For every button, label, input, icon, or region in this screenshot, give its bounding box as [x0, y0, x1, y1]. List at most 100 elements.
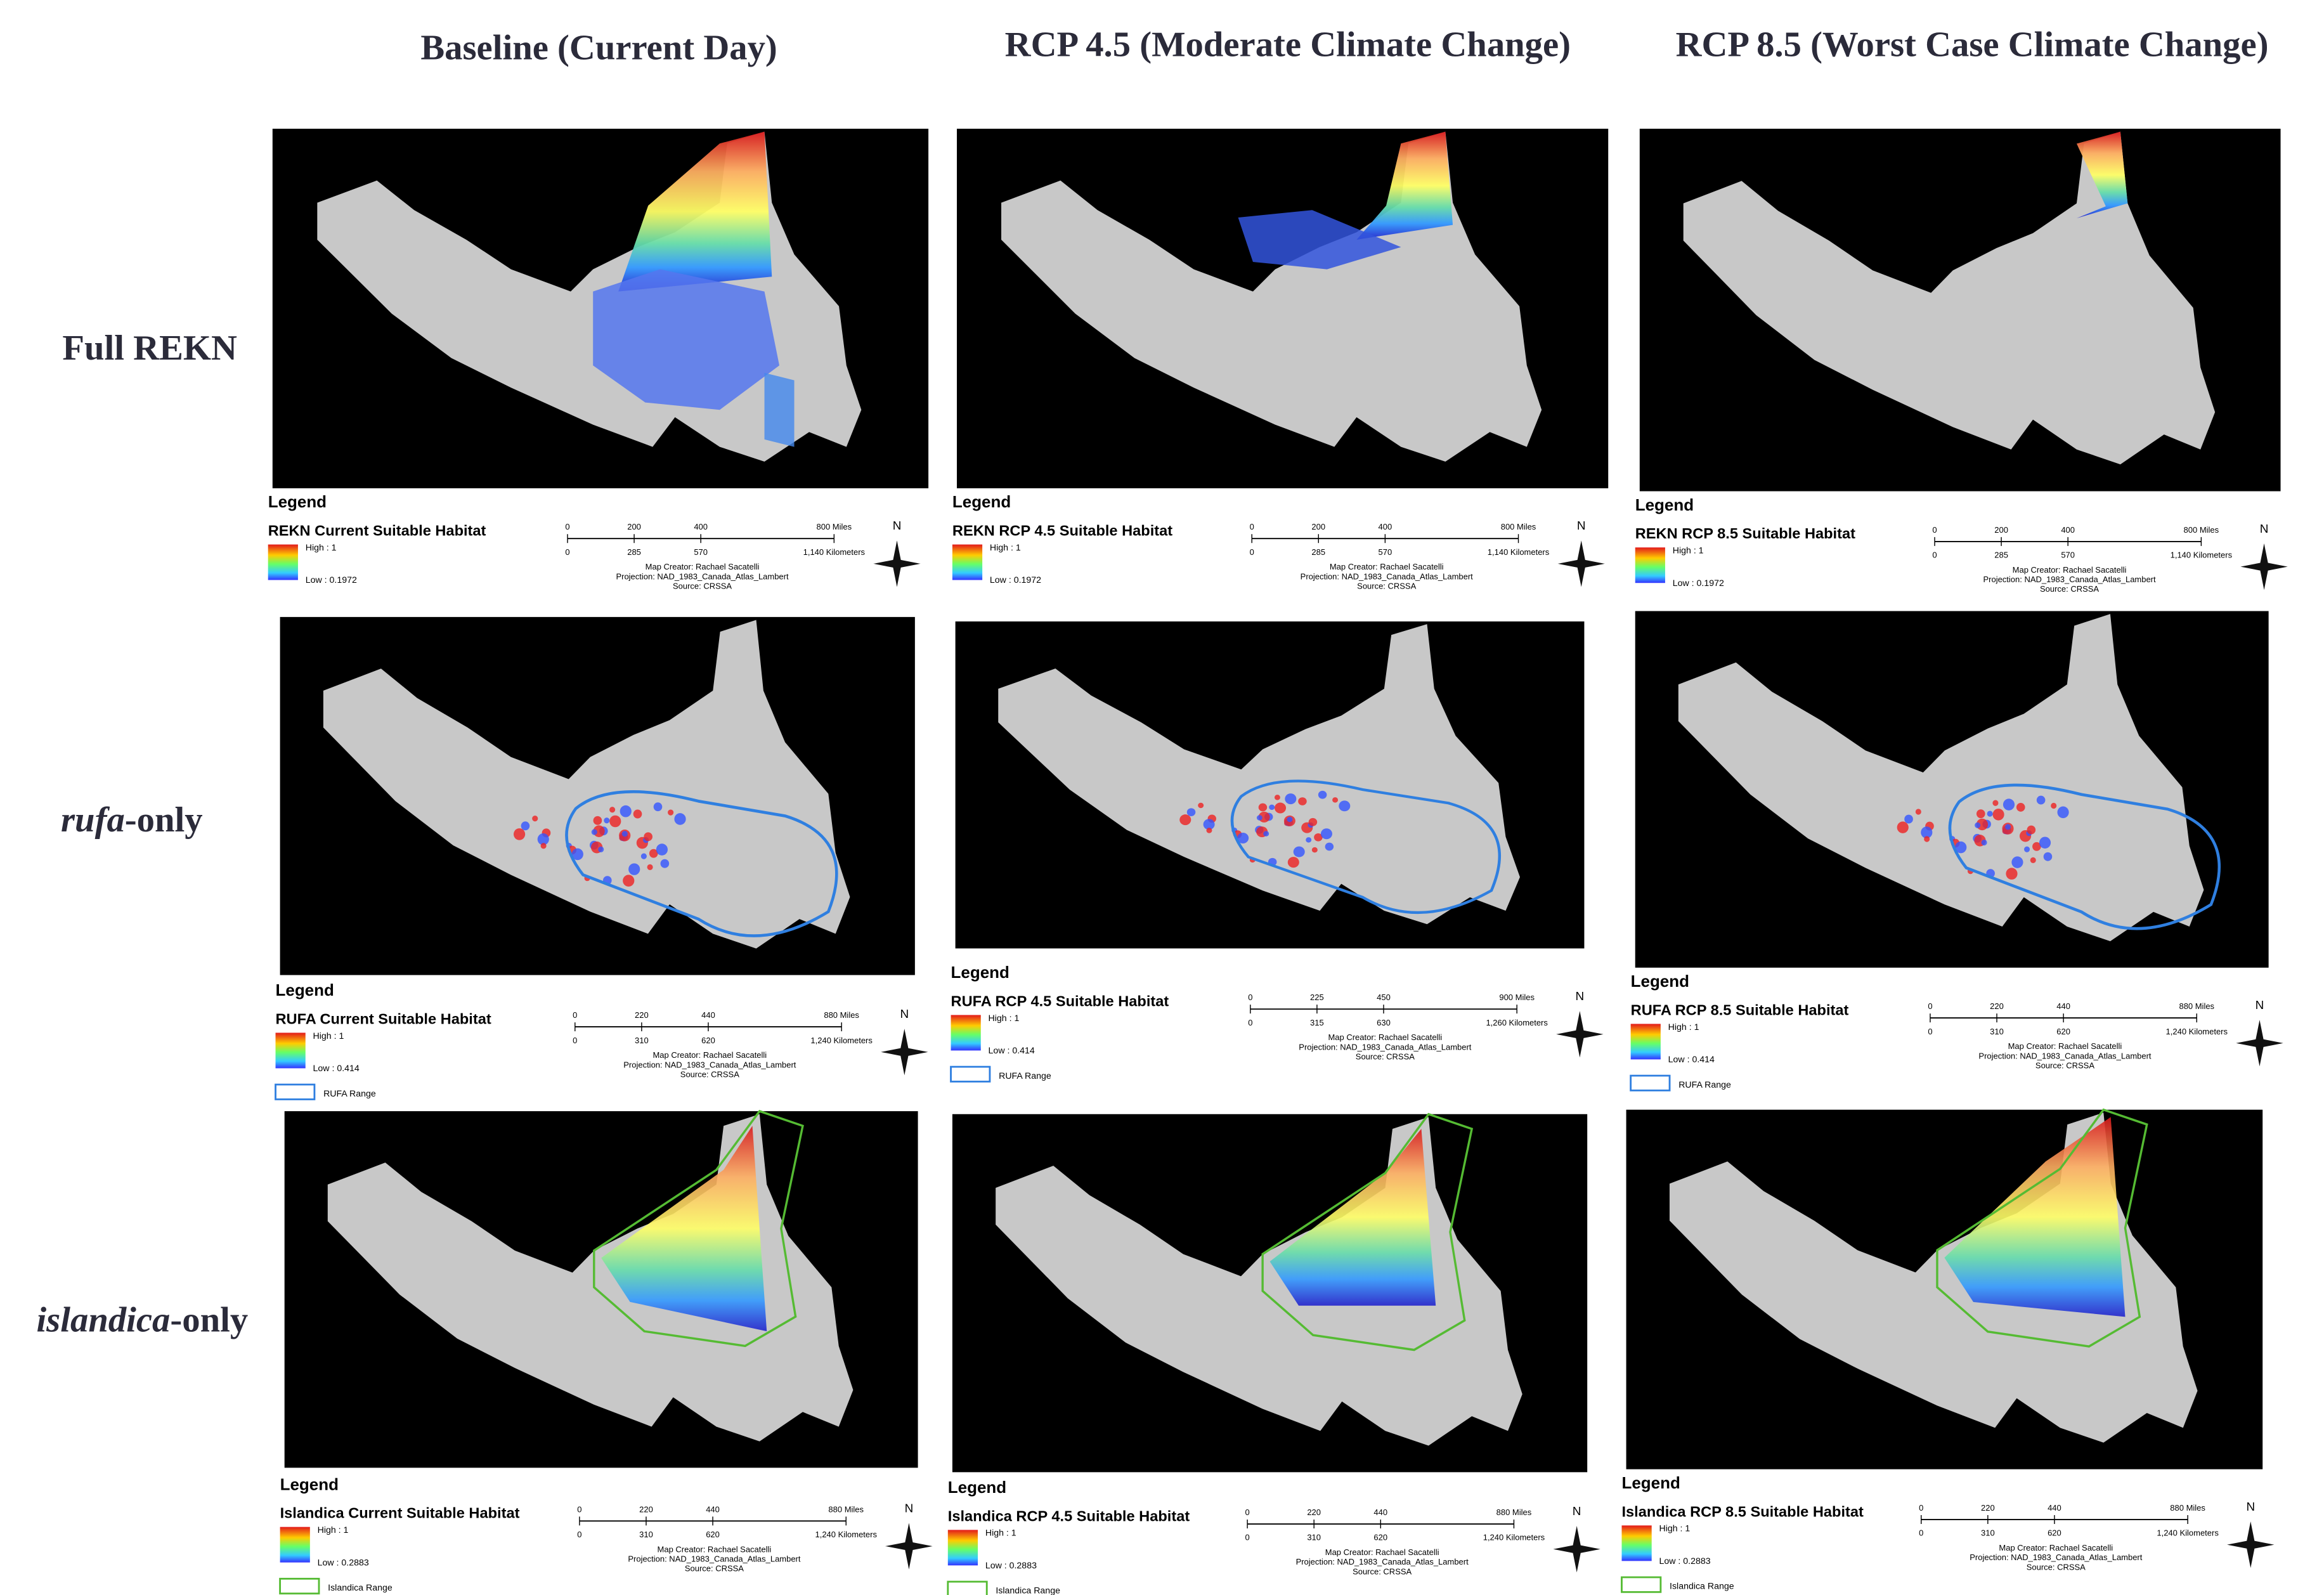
scale-label-km: 0 [1932, 550, 1937, 560]
habitat [656, 843, 668, 856]
map-credit: Map Creator: Rachael Sacatelli [1330, 562, 1444, 571]
map-credit: Source: CRSSA [680, 1070, 739, 1079]
scale-label-miles: 440 [701, 1010, 715, 1020]
color-ramp [268, 545, 298, 580]
scale-label-km: 0 [577, 1530, 581, 1539]
habitat [2044, 852, 2053, 861]
low-label: Low : 0.2883 [318, 1557, 369, 1567]
habitat [1187, 808, 1196, 816]
scale-label-km: 1,240 Kilometers [1483, 1533, 1545, 1542]
habitat [1206, 828, 1212, 833]
scale-label-miles: 900 Miles [1499, 993, 1535, 1002]
scale-label-miles: 800 Miles [817, 522, 852, 531]
habitat [2003, 798, 2015, 811]
scale-label-miles: 0 [1248, 993, 1252, 1002]
scale-label-km: 285 [1311, 547, 1325, 557]
color-ramp [280, 1527, 310, 1563]
habitat [633, 810, 642, 819]
map-credit: Source: CRSSA [2027, 1562, 2086, 1572]
north-arrow [883, 1521, 934, 1571]
habitat [647, 864, 653, 870]
habitat [594, 816, 602, 825]
scale-label-miles: 880 Miles [828, 1504, 864, 1514]
habitat [1287, 817, 1292, 822]
map-credit: Projection: NAD_1983_Canada_Atlas_Lamber… [1983, 575, 2156, 584]
habitat [2039, 837, 2051, 849]
habitat [1275, 803, 1286, 814]
map-credit: Projection: NAD_1983_Canada_Atlas_Lamber… [1978, 1051, 2152, 1060]
legend-title: Legend [276, 982, 334, 999]
range-label: Islandica Range [328, 1582, 393, 1592]
scale-label-miles: 880 Miles [824, 1010, 859, 1020]
habitat [1987, 811, 1993, 816]
row-label: rufa-only [61, 800, 203, 840]
map-panel: LegendRUFA RCP 8.5 Suitable HabitatHigh … [1631, 611, 2285, 1091]
habitat [2005, 824, 2011, 830]
row-label-italic: rufa [61, 800, 125, 840]
scale-label-miles: 220 [1307, 1507, 1321, 1517]
habitat [2030, 857, 2036, 863]
habitat [1982, 840, 1987, 845]
scale-label-km: 1,240 Kilometers [2166, 1027, 2228, 1036]
color-ramp [1621, 1525, 1651, 1561]
scale-label-miles: 0 [1928, 1001, 1932, 1011]
high-label: High : 1 [313, 1031, 344, 1041]
column-header: RCP 4.5 (Moderate Climate Change) [1005, 25, 1571, 65]
high-label: High : 1 [985, 1528, 1016, 1538]
habitat [1916, 809, 1921, 814]
map-credit: Map Creator: Rachael Sacatelli [1325, 1547, 1439, 1557]
high-label: High : 1 [1659, 1523, 1691, 1533]
map-credit: Projection: NAD_1983_Canada_Atlas_Lamber… [1299, 1042, 1472, 1051]
scale-label-miles: 880 Miles [2170, 1503, 2205, 1513]
map-credit: Projection: NAD_1983_Canada_Atlas_Lamber… [1296, 1557, 1469, 1566]
high-label: High : 1 [306, 542, 337, 552]
habitat [609, 807, 615, 812]
habitat [1339, 800, 1350, 811]
map-credit: Map Creator: Rachael Sacatelli [652, 1050, 767, 1060]
scale-label-km: 1,140 Kilometers [2171, 550, 2232, 560]
habitat [2006, 868, 2017, 880]
north-label: N [1577, 519, 1586, 532]
column-header: Baseline (Current Day) [420, 29, 777, 68]
north-arrow [1551, 1524, 1602, 1574]
habitat [623, 875, 634, 887]
scale-label-miles: 800 Miles [1501, 522, 1536, 531]
scale-label-miles: 800 Miles [2184, 525, 2219, 535]
scale-label-km: 1,240 Kilometers [2157, 1528, 2218, 1538]
scale-label-km: 310 [635, 1036, 649, 1045]
habitat [641, 854, 647, 859]
map-credit: Projection: NAD_1983_Canada_Atlas_Lamber… [1970, 1553, 2143, 1562]
range-swatch [1631, 1076, 1670, 1090]
figure: Baseline (Current Day) RCP 4.5 (Moderate… [0, 0, 2324, 1595]
north-arrow [879, 1027, 930, 1077]
habitat [1897, 821, 1909, 833]
layer-name: REKN RCP 8.5 Suitable Habitat [1635, 525, 1855, 542]
range-label: RUFA Range [1678, 1079, 1731, 1090]
legend-title: Legend [951, 964, 1009, 982]
habitat [598, 847, 604, 852]
legend-title: Legend [1631, 973, 1689, 991]
map-credit: Source: CRSSA [673, 582, 732, 591]
map-credit: Source: CRSSA [1356, 1052, 1415, 1062]
map-panel: LegendREKN Current Suitable HabitatHigh … [268, 129, 928, 591]
low-label: Low : 0.1972 [306, 575, 357, 585]
scale-label-km: 1,140 Kilometers [1488, 547, 1549, 557]
habitat [2027, 826, 2035, 835]
scale-label-miles: 440 [2056, 1001, 2070, 1011]
map-credit: Source: CRSSA [2035, 1061, 2094, 1071]
scale-label-km: 570 [1379, 547, 1392, 557]
layer-name: Islandica Current Suitable Habitat [280, 1505, 520, 1521]
habitat [1257, 815, 1263, 820]
habitat [2051, 803, 2056, 809]
scale-label-miles: 880 Miles [1496, 1507, 1532, 1517]
north-label: N [1576, 989, 1585, 1003]
range-swatch [276, 1084, 315, 1099]
map-credit: Map Creator: Rachael Sacatelli [2008, 1041, 2122, 1051]
north-label: N [893, 519, 902, 532]
legend: LegendIslandica RCP 8.5 Suitable Habitat… [1621, 1475, 2276, 1592]
north-arrow [2225, 1520, 2276, 1570]
north-arrow [2238, 542, 2289, 592]
high-label: High : 1 [1673, 545, 1704, 556]
north-arrow [1554, 1009, 1605, 1059]
